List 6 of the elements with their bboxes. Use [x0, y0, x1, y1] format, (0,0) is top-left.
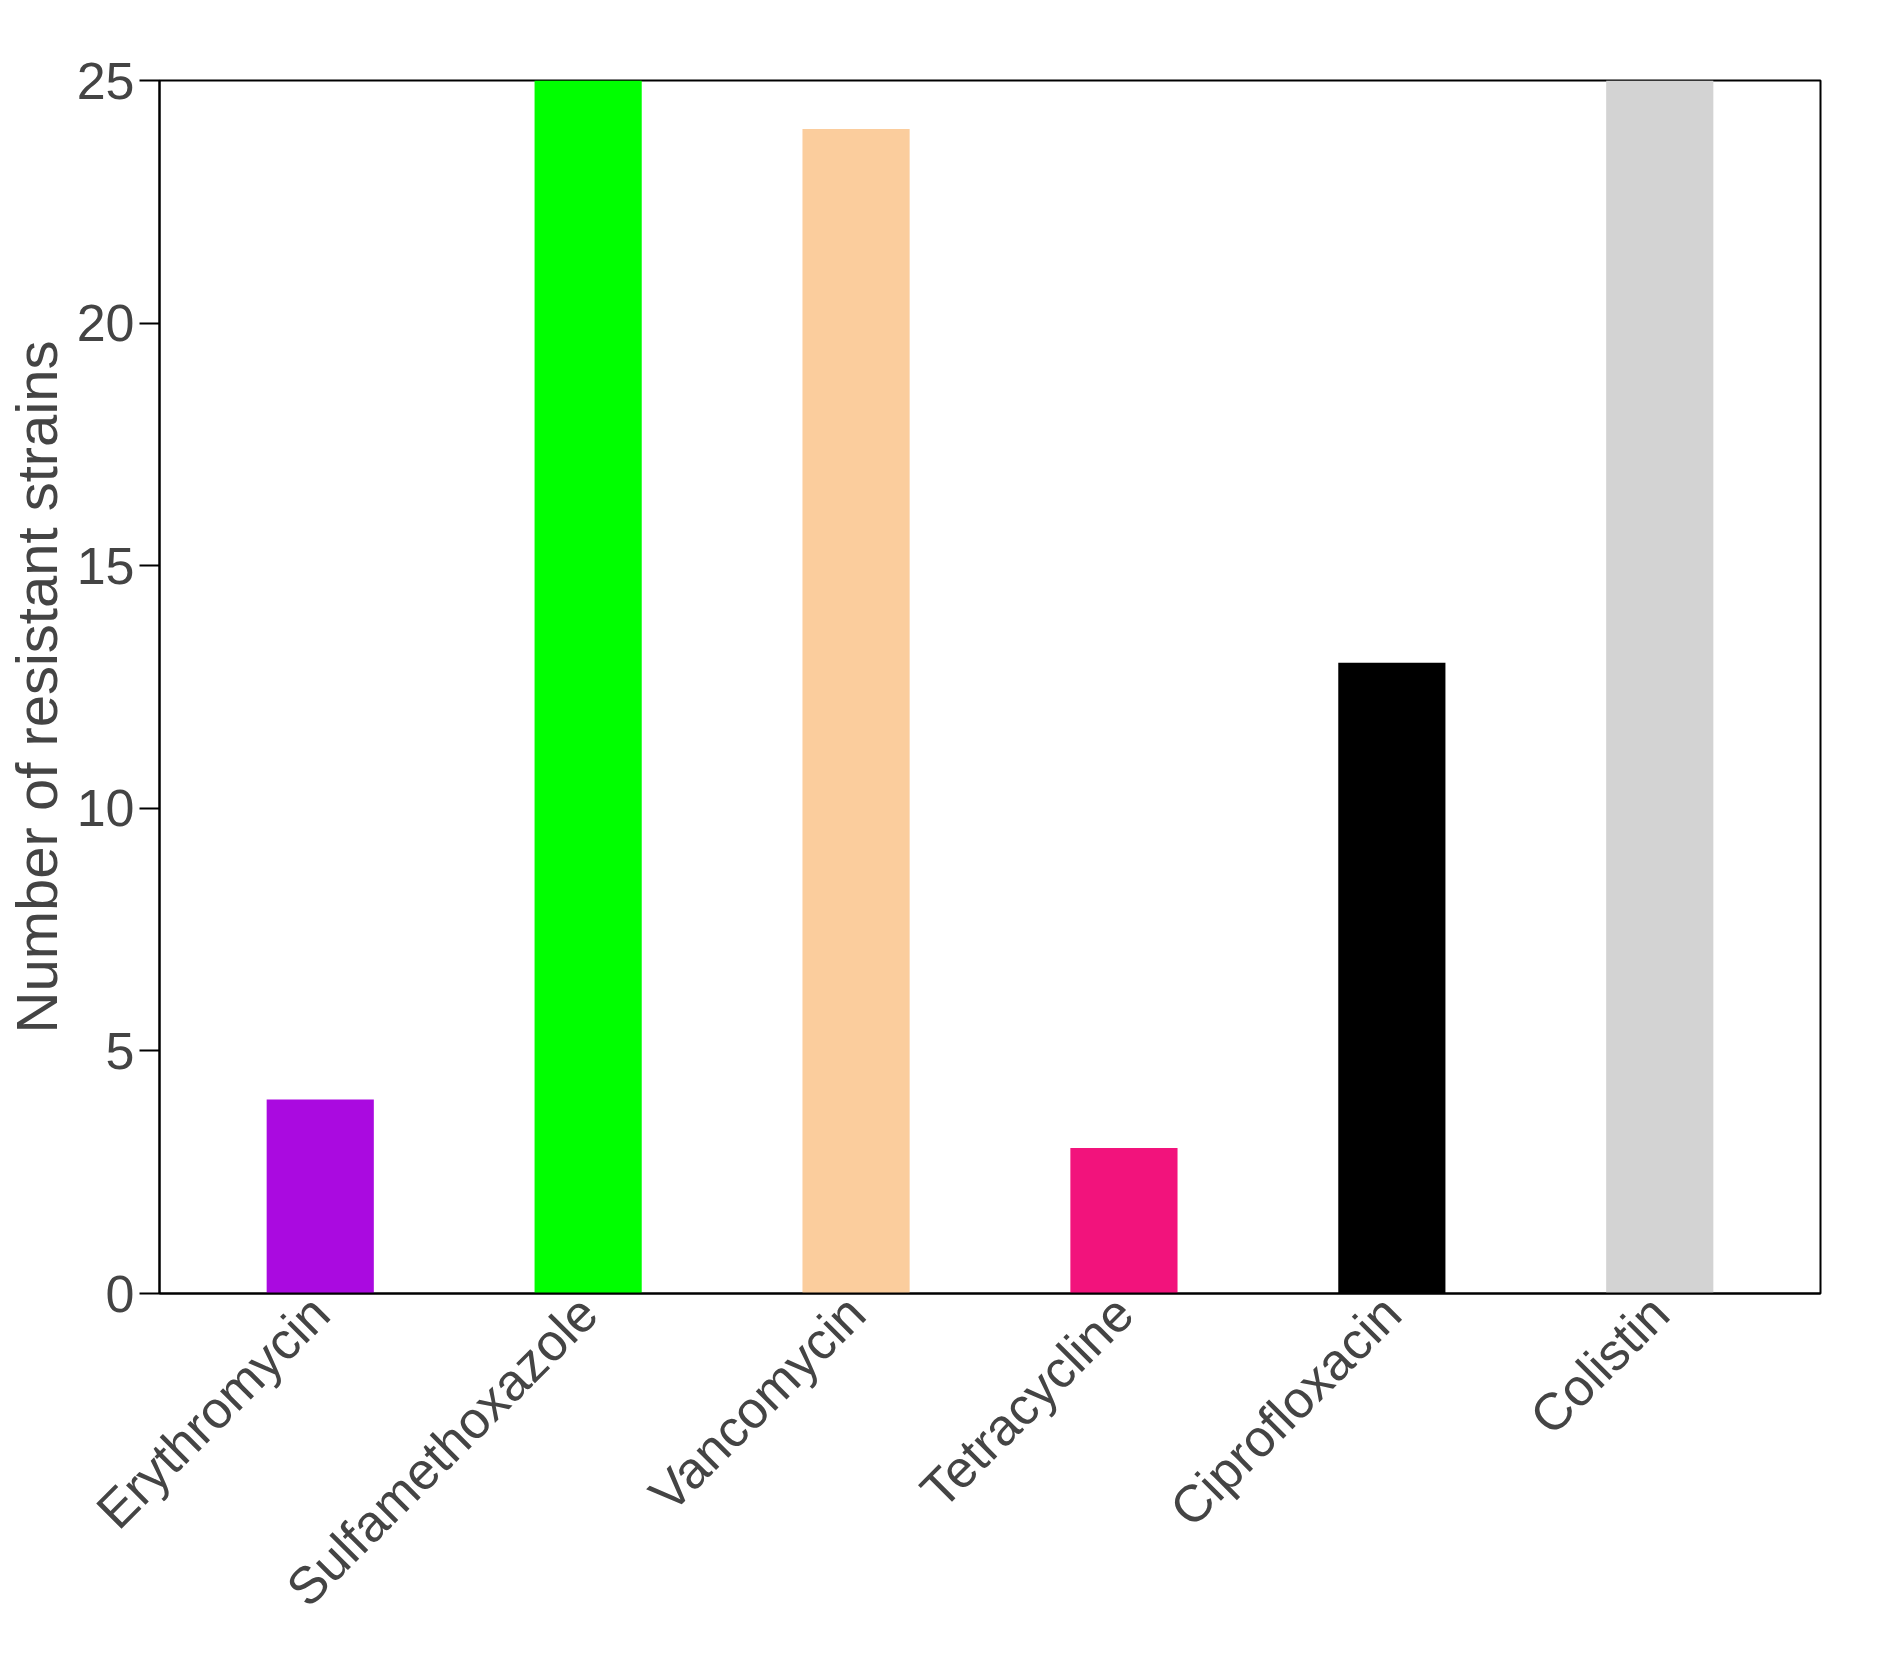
y-tick-label: 15 [76, 536, 135, 595]
y-axis-title: Number of resistant strains [3, 340, 69, 1034]
y-tick-label: 10 [76, 779, 135, 838]
y-tick-label: 5 [105, 1021, 135, 1080]
y-tick-label: 20 [76, 294, 135, 353]
y-tick-label: 25 [76, 51, 135, 110]
